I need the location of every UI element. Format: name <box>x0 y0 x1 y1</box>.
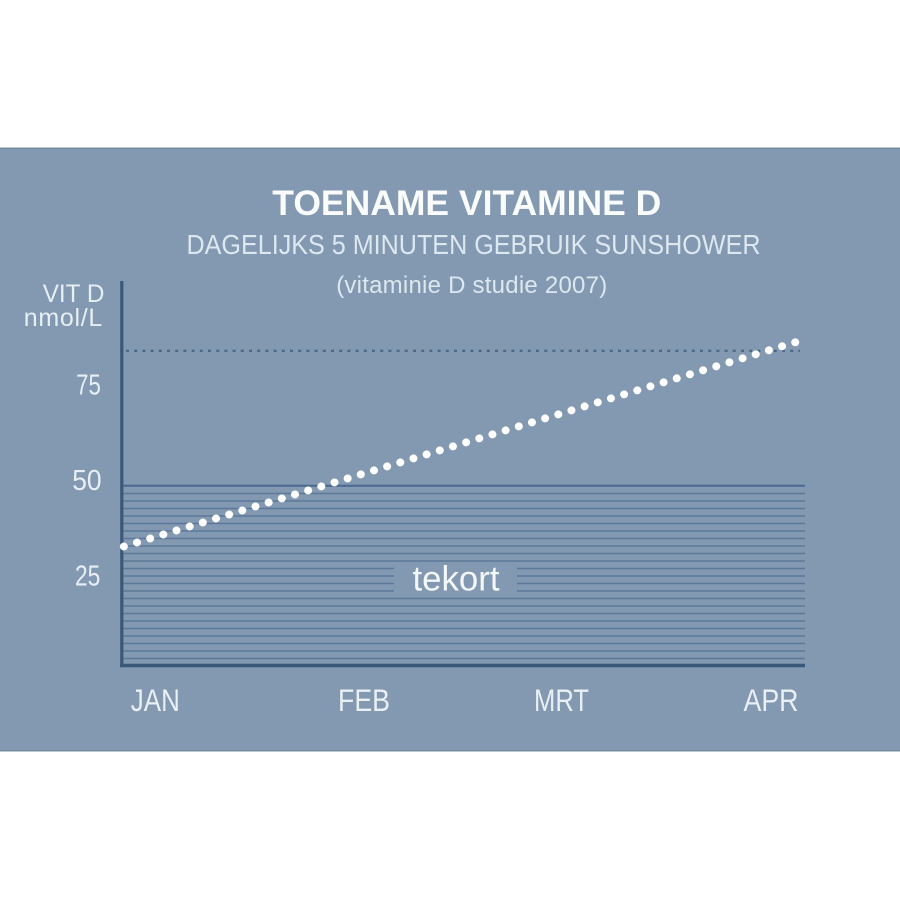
svg-text:DAGELIJKS 5 MINUTEN GEBRUIK SU: DAGELIJKS 5 MINUTEN GEBRUIK SUNSHOWER <box>187 229 761 260</box>
svg-text:FEB: FEB <box>338 682 390 718</box>
svg-text:tekort: tekort <box>413 559 500 599</box>
svg-text:VIT D: VIT D <box>43 280 105 308</box>
svg-text:MRT: MRT <box>534 682 589 718</box>
svg-text:JAN: JAN <box>131 682 180 718</box>
svg-text:25: 25 <box>75 561 100 593</box>
svg-text:(vitaminie D studie 2007): (vitaminie D studie 2007) <box>336 272 607 299</box>
svg-text:TOENAME VITAMINE D: TOENAME VITAMINE D <box>272 183 661 223</box>
svg-text:nmol/L: nmol/L <box>24 304 103 332</box>
svg-text:50: 50 <box>72 465 101 497</box>
svg-text:APR: APR <box>744 682 799 718</box>
svg-text:75: 75 <box>76 369 101 401</box>
